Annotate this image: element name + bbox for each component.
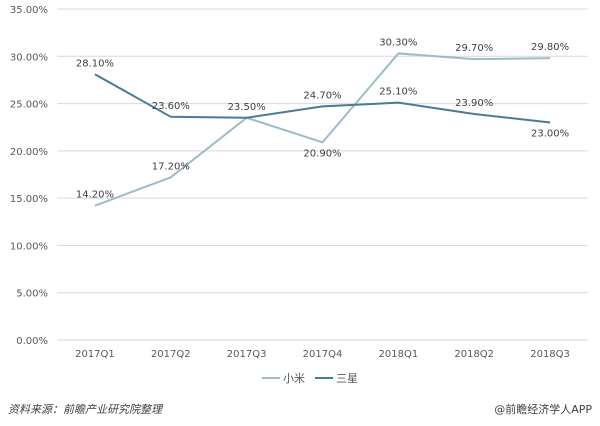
y-tick-label: 30.00%	[10, 52, 48, 63]
y-tick-label: 15.00%	[10, 194, 48, 205]
y-tick-label: 5.00%	[16, 289, 48, 300]
y-tick-label: 20.00%	[10, 147, 48, 158]
x-tick-label: 2018Q2	[454, 349, 494, 360]
legend-swatch-samsung	[315, 377, 333, 379]
legend-swatch-xiaomi	[262, 377, 280, 379]
x-axis: 2017Q1 2017Q2 2017Q3 2017Q4 2018Q1 2018Q2 2018…	[75, 349, 570, 360]
data-label: 17.20%	[152, 161, 190, 172]
series-line-xiaomi	[94, 52, 551, 207]
data-label: 25.10%	[379, 87, 417, 98]
data-label: 24.70%	[303, 90, 341, 101]
y-tick-label: 10.00%	[10, 241, 48, 252]
x-tick-label: 2017Q4	[303, 349, 343, 360]
legend-label-samsung: 三星	[336, 372, 358, 385]
y-tick-label: 25.00%	[10, 100, 48, 111]
credit-note: @前瞻经济学人APP	[494, 403, 592, 416]
source-note: 资料来源：前瞻产业研究院整理	[8, 403, 162, 416]
data-label: 28.10%	[76, 58, 114, 69]
x-tick-label: 2018Q1	[379, 349, 419, 360]
series-lines	[94, 52, 551, 207]
legend-label-xiaomi: 小米	[283, 372, 305, 385]
x-tick-label: 2018Q3	[530, 349, 570, 360]
y-axis: 0.00% 5.00% 10.00% 15.00% 20.00% 25.00% 30.00%…	[10, 5, 48, 347]
legend: 小米 三星	[262, 370, 358, 386]
x-tick-label: 2017Q1	[75, 349, 115, 360]
data-label: 29.80%	[531, 42, 569, 53]
y-tick-label: 0.00%	[16, 336, 48, 347]
y-tick-label: 35.00%	[10, 5, 48, 16]
series-line-samsung	[94, 73, 551, 124]
data-label: 30.30%	[379, 37, 417, 48]
legend-item-xiaomi[interactable]: 小米	[262, 370, 305, 386]
data-label: 14.20%	[76, 190, 114, 201]
x-tick-label: 2017Q2	[151, 349, 191, 360]
data-label: 29.70%	[455, 43, 493, 54]
data-label: 23.50%	[228, 102, 266, 113]
data-label: 23.60%	[152, 101, 190, 112]
x-tick-label: 2017Q3	[227, 349, 267, 360]
data-label: 23.90%	[455, 98, 493, 109]
data-label: 20.90%	[303, 148, 341, 159]
legend-item-samsung[interactable]: 三星	[315, 370, 358, 386]
data-label: 23.00%	[531, 128, 569, 139]
data-labels: 14.20% 17.20% 20.90% 30.30% 29.70% 29.80% 28.1…	[76, 37, 569, 200]
